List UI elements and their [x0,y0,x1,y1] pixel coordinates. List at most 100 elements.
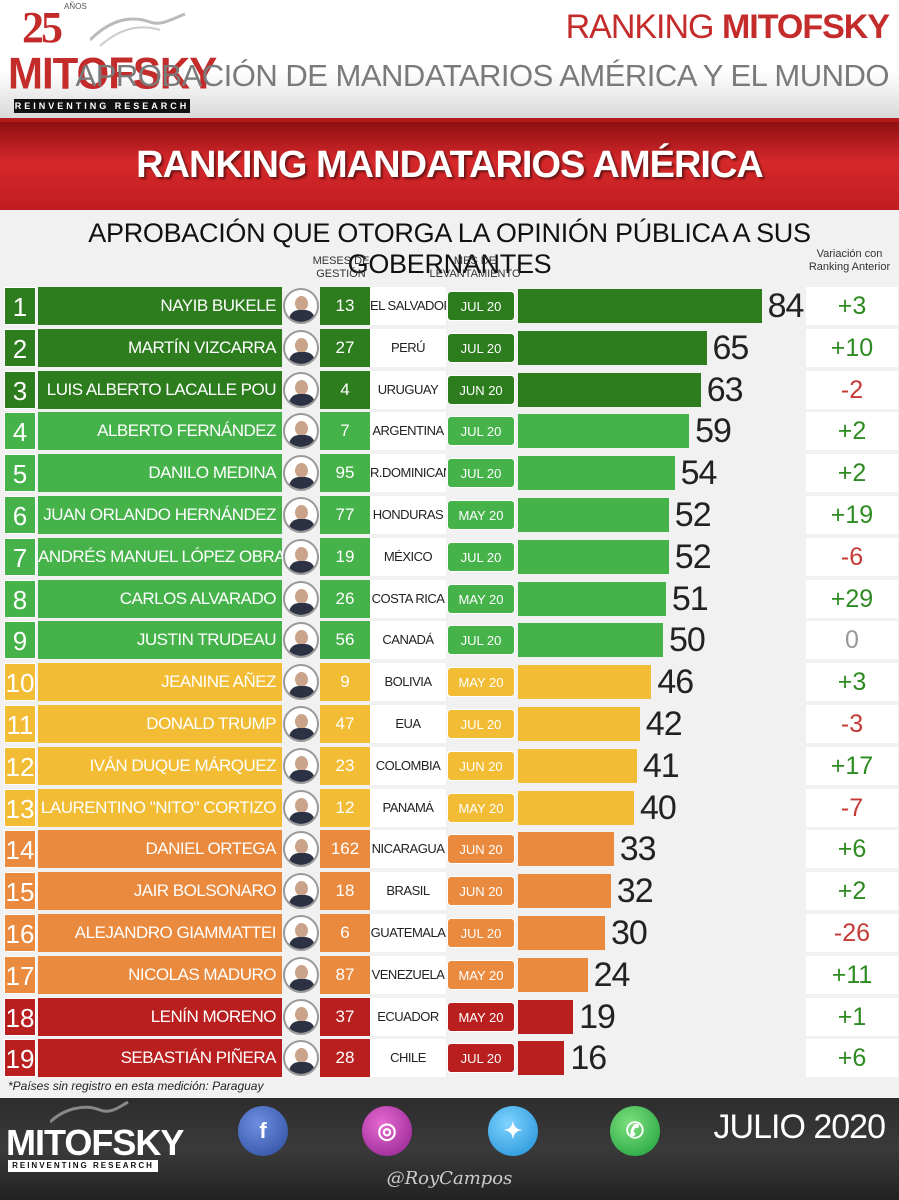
rank-number: 15 [4,872,36,911]
rank-number: 5 [4,454,36,493]
survey-month: JUL 20 [447,625,515,656]
twitter-icon[interactable]: ✦ [488,1106,538,1156]
variation-value: -6 [806,537,898,576]
instagram-icon[interactable]: ◎ [362,1106,412,1156]
months-in-office: 28 [320,1039,370,1078]
leader-avatar [283,329,319,366]
leader-name: ALBERTO FERNÁNDEZ [38,412,282,451]
approval-value: 19 [579,997,616,1036]
country-name: PANAMÁ [370,788,446,827]
footer-runners-icon [50,1100,129,1124]
country-name: R.DOMINICANA [370,454,446,493]
country-name: NICARAGUA [370,830,446,869]
months-in-office: 4 [320,370,370,409]
survey-month: JUL 20 [447,458,515,489]
avatar-body [289,811,315,824]
variation-value: 0 [806,621,898,660]
survey-month: JUL 20 [447,918,515,948]
table-row: 13 LAURENTINO "NITO" CORTIZO 12 PANAMÁ MAY 2… [0,788,899,827]
months-in-office: 23 [320,746,370,785]
variation-value: +6 [806,830,898,869]
table-row: 18 LENÍN MORENO 37 ECUADOR MAY 20 19 +1 [0,997,899,1036]
rank-number: 4 [4,412,36,451]
leader-name: DANIEL ORTEGA [38,830,282,869]
table-row: 16 ALEJANDRO GIAMMATTEI 6 GUATEMALA JUL 20 30… [0,914,899,952]
approval-value: 24 [593,955,631,994]
rank-number: 2 [4,328,36,367]
approval-bar [518,665,652,700]
whatsapp-icon[interactable]: ✆ [610,1106,660,1156]
months-in-office: 12 [320,788,370,827]
avatar-body [289,1062,315,1075]
logo-anos-label: AÑOS [64,2,87,11]
leader-avatar [283,998,319,1035]
facebook-glyph: f [259,1118,267,1143]
variation-value: +6 [806,1039,898,1078]
survey-month: MAY 20 [447,959,515,990]
months-in-office: 162 [320,830,370,869]
leader-name: IVÁN DUQUE MÁRQUEZ [38,746,282,785]
approval-value: 54 [680,454,718,493]
survey-month: JUL 20 [447,1043,515,1074]
approval-value: 16 [570,1039,607,1078]
leader-avatar [283,413,319,450]
approval-value: 52 [674,496,712,534]
variation-value: +19 [806,496,898,534]
leader-avatar [283,831,319,868]
leader-name: LAURENTINO "NITO" CORTIZO [38,788,282,827]
leader-avatar [283,497,319,533]
approval-bar [518,874,611,909]
approval-bar [518,456,675,491]
country-name: CHILE [370,1039,446,1078]
approval-value: 33 [619,830,657,869]
facebook-icon[interactable]: f [238,1106,288,1156]
approval-bar [518,999,574,1034]
approval-bar [518,957,588,992]
approval-bar [518,372,701,407]
avatar-head [295,337,308,353]
country-name: VENEZUELA [370,955,446,994]
survey-month: JUN 20 [447,876,515,907]
leader-avatar [283,622,319,659]
avatar-head [295,630,308,646]
approval-value: 42 [645,705,683,743]
leader-avatar [283,747,319,784]
survey-month: MAY 20 [447,792,515,823]
months-in-office: 13 [320,287,370,325]
approval-bar [518,414,690,449]
table-row: 12 IVÁN DUQUE MÁRQUEZ 23 COLOMBIA JUN 20 41 +1… [0,746,899,785]
avatar-body [289,853,315,866]
variation-value: -2 [806,370,898,409]
header-subtitle: APROBACIÓN DE MANDATARIOS AMÉRICA Y EL M… [75,58,890,93]
country-name: URUGUAY [370,370,446,409]
survey-month: MAY 20 [447,1001,515,1032]
title-banner: RANKING MANDATARIOS AMÉRICA [0,118,899,210]
survey-month: JUL 20 [447,709,515,739]
table-row: 6 JUAN ORLANDO HERNÁNDEZ 77 HONDURAS MAY 20 5… [0,496,899,534]
country-name: MÉXICO [370,537,446,576]
column-header-variacion: Variación con Ranking Anterior [808,248,891,273]
avatar-body [289,769,315,782]
months-in-office: 6 [320,914,370,952]
avatar-head [295,755,308,771]
variation-value: +29 [806,579,898,618]
leader-avatar [283,664,319,701]
table-row: 19 SEBASTIÁN PIÑERA 28 CHILE JUL 20 16 +6 [0,1039,899,1078]
approval-value: 51 [671,579,709,618]
avatar-head [295,881,308,897]
runners-logo-icon [90,12,186,47]
ranking-prefix: RANKING [565,8,722,46]
avatar-body [289,644,315,657]
months-in-office: 37 [320,997,370,1036]
leader-name: JEANINE AÑEZ [38,663,282,702]
avatar-head [295,379,308,395]
avatar-body [289,1020,315,1033]
avatar-body [289,560,315,573]
table-row: 17 NICOLAS MADURO 87 VENEZUELA MAY 20 24 +11 [0,955,899,994]
avatar-body [289,393,315,406]
variation-value: +10 [806,328,898,367]
table-row: 3 LUIS ALBERTO LACALLE POU 4 URUGUAY JUN 20 6… [0,370,899,409]
leader-avatar [283,288,319,324]
ranking-brand: MITOFSKY [721,8,890,46]
survey-month: JUN 20 [447,374,515,405]
